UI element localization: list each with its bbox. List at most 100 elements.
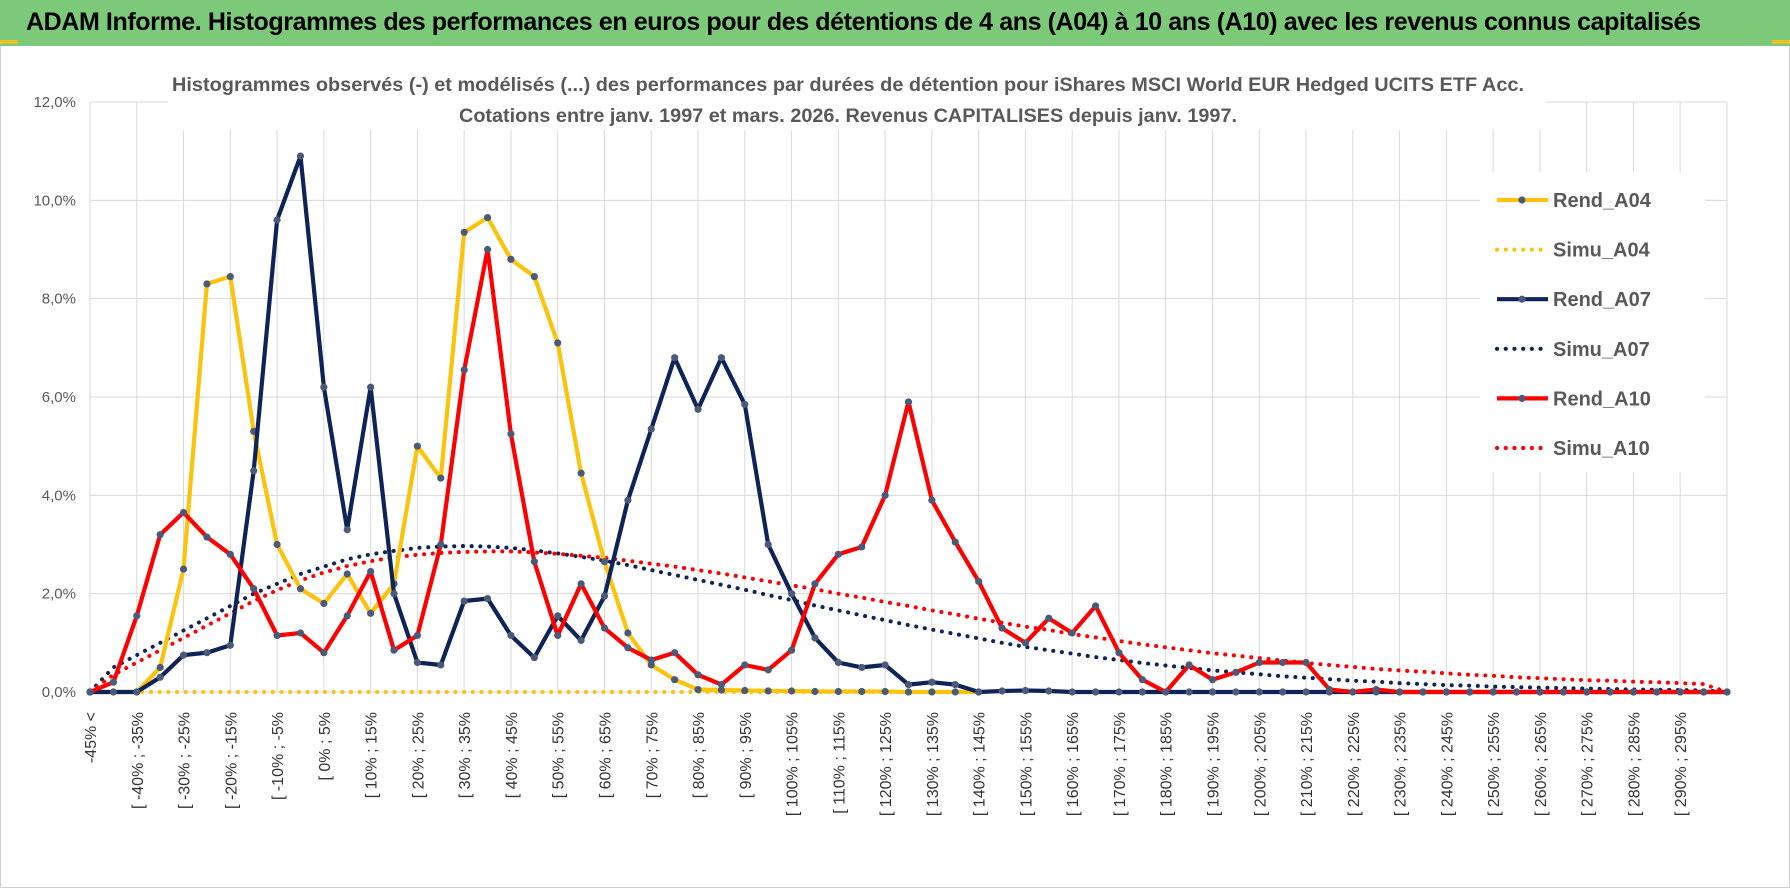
data-point <box>343 612 351 620</box>
data-point <box>1162 688 1170 696</box>
data-point <box>530 653 538 662</box>
chart-title-background <box>168 66 1546 130</box>
series-line <box>88 544 1729 694</box>
data-point <box>1442 688 1450 696</box>
data-point <box>975 577 983 585</box>
data-point <box>203 533 211 541</box>
series-layer <box>86 152 1731 696</box>
y-axis-ticks: 0,0% 2,0% 4,0% 6,0% 8,0% 10,0% 12,0% <box>33 94 76 701</box>
data-point <box>671 354 679 362</box>
data-point <box>226 550 234 558</box>
data-point <box>296 585 305 593</box>
data-point <box>86 688 94 696</box>
data-point <box>858 543 866 551</box>
data-point <box>694 685 702 694</box>
data-point <box>367 383 375 391</box>
data-point <box>928 678 936 686</box>
data-point <box>1466 688 1474 696</box>
data-point <box>1138 688 1146 696</box>
data-point <box>1045 614 1053 622</box>
x-tick-label: [ 180% ; 185% <box>1159 712 1176 816</box>
data-point <box>1068 629 1076 637</box>
data-point <box>600 592 609 600</box>
data-point <box>413 658 421 667</box>
data-point <box>367 609 375 617</box>
data-point <box>881 491 889 499</box>
x-tick-label: [ 20% ; 25% <box>410 712 427 798</box>
data-point <box>413 631 421 640</box>
data-point <box>951 688 959 696</box>
data-point <box>787 590 796 598</box>
data-point <box>600 624 609 632</box>
y-tick-label: 4,0% <box>42 487 76 504</box>
data-point <box>717 686 726 694</box>
data-point <box>1653 688 1661 696</box>
data-point <box>226 272 234 281</box>
data-point <box>1302 658 1310 667</box>
data-point <box>1091 688 1100 696</box>
data-point <box>1302 688 1310 696</box>
data-point <box>1232 668 1240 676</box>
series-line <box>88 549 1729 694</box>
data-point <box>156 663 164 672</box>
data-point <box>998 624 1006 632</box>
data-point <box>1489 688 1497 696</box>
data-point <box>1372 685 1380 694</box>
data-point <box>460 366 468 374</box>
data-point <box>764 687 772 695</box>
data-point <box>320 599 328 608</box>
data-point <box>437 540 445 549</box>
data-point <box>951 681 959 689</box>
x-tick-label: [ 80% ; 85% <box>691 712 708 798</box>
data-point <box>694 671 702 679</box>
data-point <box>530 558 538 566</box>
data-point <box>951 538 959 546</box>
data-point <box>156 673 164 681</box>
y-tick-label: 8,0% <box>42 291 76 308</box>
data-point <box>717 681 726 689</box>
legend-marker <box>1518 295 1526 303</box>
legend-label-rend_a10: Rend_A10 <box>1553 388 1651 410</box>
x-tick-label: [ 70% ; 75% <box>644 712 661 798</box>
legend-background <box>1480 172 1705 472</box>
data-point <box>1232 688 1240 696</box>
data-point <box>1559 688 1567 696</box>
data-point <box>624 644 632 652</box>
x-tick-label: [ 290% ; 295% <box>1673 712 1690 816</box>
y-tick-label: 10,0% <box>33 192 76 209</box>
data-point <box>1700 688 1708 696</box>
data-point <box>1279 688 1287 696</box>
data-point <box>1185 688 1193 696</box>
x-tick-label: [ 140% ; 145% <box>972 712 989 816</box>
data-point <box>1115 688 1123 696</box>
data-point <box>343 570 351 578</box>
data-point <box>390 646 398 654</box>
x-tick-label: [ 200% ; 205% <box>1252 712 1269 816</box>
y-tick-label: 2,0% <box>42 586 76 603</box>
data-point <box>741 686 749 695</box>
data-point <box>179 651 188 659</box>
y-tick-label: 6,0% <box>42 389 76 406</box>
data-point <box>1208 688 1217 696</box>
chart-title-line-2: Cotations entre janv. 1997 et mars. 2026… <box>459 106 1237 127</box>
x-tick-label: [ 130% ; 135% <box>925 712 942 816</box>
data-point <box>811 687 819 696</box>
x-tick-label: [ 40% ; 45% <box>504 712 521 798</box>
data-point <box>1723 688 1731 696</box>
data-point <box>1396 688 1404 696</box>
data-point <box>133 688 141 696</box>
x-tick-label: [ 50% ; 55% <box>551 712 568 798</box>
data-point <box>834 687 842 696</box>
data-point <box>671 649 679 657</box>
data-point <box>1208 676 1217 684</box>
data-point <box>671 676 679 684</box>
data-point <box>577 469 585 477</box>
legend-marker <box>1518 394 1526 402</box>
x-tick-label: [ 0% ; 5% <box>317 712 334 780</box>
data-point <box>975 688 983 696</box>
x-tick-label: [ 230% ; 235% <box>1393 712 1410 816</box>
gridlines <box>89 101 1728 693</box>
x-tick-label: [ 280% ; 285% <box>1626 712 1643 816</box>
data-point <box>1021 639 1030 647</box>
data-point <box>156 531 164 539</box>
